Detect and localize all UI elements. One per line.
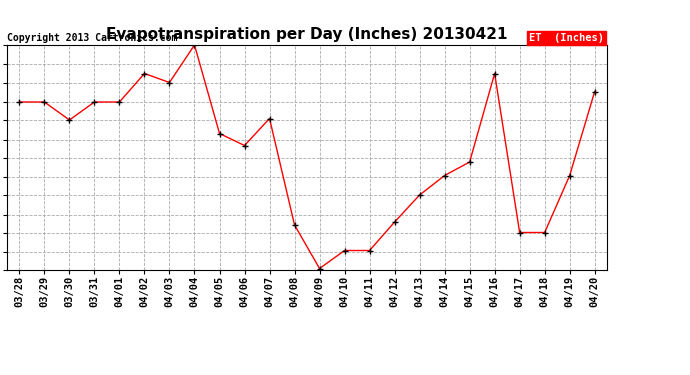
Text: Copyright 2013 Cartronics.com: Copyright 2013 Cartronics.com [7,33,177,43]
Title: Evapotranspiration per Day (Inches) 20130421: Evapotranspiration per Day (Inches) 2013… [106,27,508,42]
Text: ET  (Inches): ET (Inches) [529,33,604,43]
